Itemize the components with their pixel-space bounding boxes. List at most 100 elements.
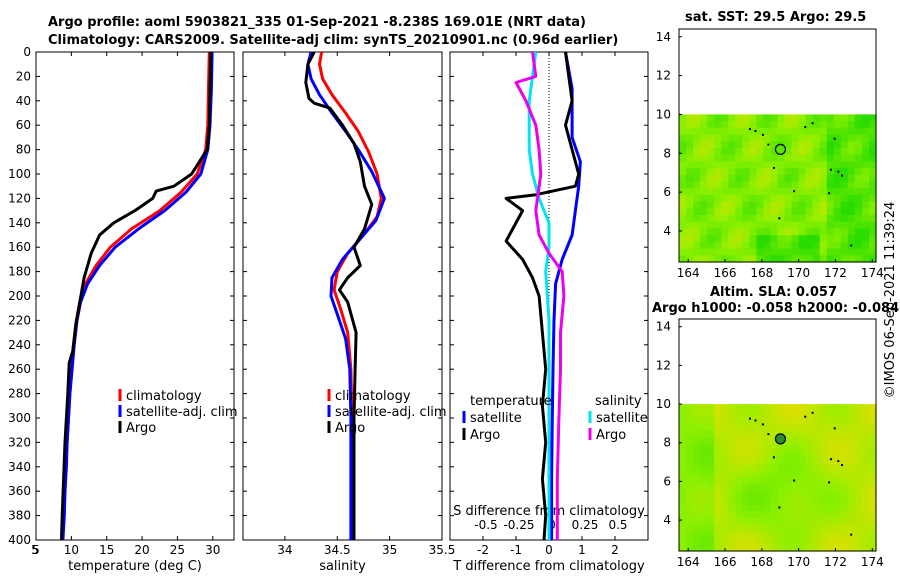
map-cell — [854, 241, 863, 250]
map-cell — [707, 504, 715, 512]
map-cell — [869, 544, 877, 552]
map-cell — [847, 255, 856, 263]
map-cell — [869, 194, 877, 203]
map-cell — [686, 208, 694, 216]
map-cell — [833, 450, 842, 459]
map-cell — [840, 531, 849, 539]
map-cell — [721, 228, 729, 236]
map-cell — [840, 524, 849, 532]
map-cell — [791, 181, 800, 189]
map-cell — [770, 497, 779, 505]
map-cell — [693, 490, 701, 499]
map-cell — [679, 457, 687, 465]
map-cell — [805, 154, 814, 162]
map-cell — [861, 181, 870, 189]
map-cell — [791, 127, 800, 136]
map-cell — [812, 127, 821, 136]
map-cell — [693, 235, 701, 243]
map-cell — [770, 141, 779, 149]
map-cell — [791, 241, 800, 250]
map-cell — [700, 235, 708, 243]
map-cell — [693, 127, 701, 136]
map-cell — [714, 497, 722, 505]
map-cell — [735, 430, 743, 439]
map-cell — [763, 497, 771, 505]
island-mark — [811, 411, 814, 414]
map-cell — [805, 457, 814, 465]
map-cell — [749, 437, 757, 445]
map-cell — [700, 464, 708, 472]
map-cell — [693, 424, 701, 432]
map-cell — [756, 490, 764, 499]
map-cell — [854, 248, 863, 256]
map-cell — [756, 531, 764, 539]
map-cell — [742, 148, 750, 156]
y-tick-label: 10 — [656, 397, 671, 411]
map-cell — [756, 255, 764, 263]
map-cell — [798, 141, 807, 149]
map-cell — [742, 477, 750, 485]
map-cell — [869, 114, 877, 122]
map-cell — [819, 255, 828, 263]
map-cell — [742, 201, 750, 209]
map-cell — [861, 497, 870, 505]
map-cell — [742, 174, 750, 183]
map-cell — [812, 255, 821, 263]
map-cell — [805, 188, 814, 196]
map-cell — [826, 497, 835, 505]
map-cell — [791, 201, 800, 209]
map-cell — [861, 114, 870, 122]
map-cell — [854, 255, 863, 263]
map-cell — [826, 417, 835, 425]
map-cell — [854, 417, 863, 425]
map-cell — [869, 484, 877, 492]
map-cell — [735, 201, 743, 209]
y-tick-label: 14 — [656, 30, 671, 44]
map-cell — [686, 181, 694, 189]
map-cell — [826, 168, 835, 176]
legend-label: satellite-adj. clim — [335, 405, 447, 420]
map-cell — [742, 484, 750, 492]
map-cell — [840, 174, 849, 183]
map-cell — [784, 181, 793, 189]
map-cell — [812, 517, 821, 525]
map-cell — [679, 490, 687, 499]
map-cell — [721, 510, 729, 519]
map-cell — [791, 410, 800, 418]
map-cell — [735, 221, 743, 230]
map-cell — [861, 168, 870, 176]
map-cell — [854, 208, 863, 216]
map-cell — [854, 477, 863, 485]
map-cell — [784, 255, 793, 263]
map-cell — [805, 470, 814, 479]
map-cell — [742, 194, 750, 203]
map-cell — [735, 424, 743, 432]
map-cell — [686, 510, 694, 519]
map-cell — [742, 208, 750, 216]
map-cell — [700, 121, 708, 129]
map-cell — [833, 181, 842, 189]
map-cell — [812, 484, 821, 492]
map-cell — [819, 404, 828, 412]
map-cell — [798, 194, 807, 203]
map-cell — [798, 248, 807, 256]
map-cell — [819, 141, 828, 149]
map-cell — [763, 464, 771, 472]
plot-frame — [35, 51, 235, 541]
map-cell — [763, 134, 771, 142]
map-cell — [798, 148, 807, 156]
map-cell — [714, 228, 722, 236]
map-cell — [791, 114, 800, 122]
map-cell — [854, 121, 863, 129]
x-tick-label: 35 — [382, 543, 397, 557]
map-cell — [840, 477, 849, 485]
map-cell — [763, 241, 771, 250]
map-cell — [833, 490, 842, 499]
map-cell — [777, 168, 786, 176]
x-tick-label: 30 — [205, 543, 220, 557]
map-cell — [700, 201, 708, 209]
map-cell — [700, 141, 708, 149]
map-cell — [869, 255, 877, 263]
map-cell — [869, 531, 877, 539]
map-cell — [756, 430, 764, 439]
